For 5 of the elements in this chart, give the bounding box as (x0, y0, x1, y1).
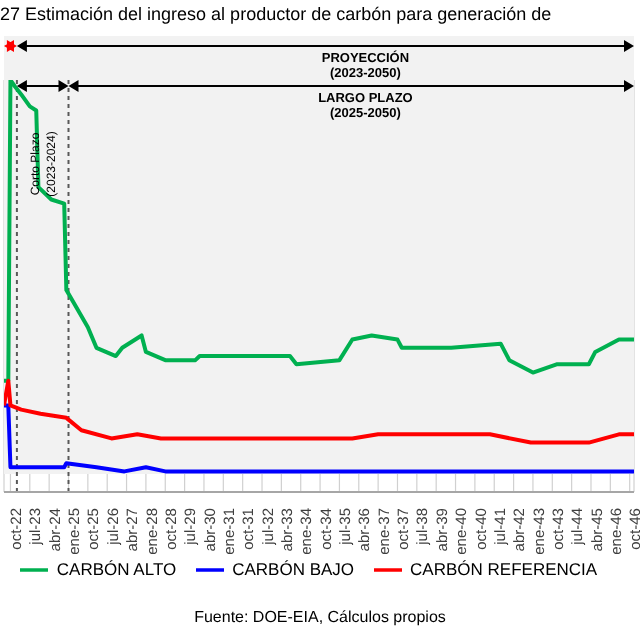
legend-label: CARBÓN BAJO (232, 558, 355, 579)
chart-title: 27 Estimación del ingreso al productor de carbón para generación de (0, 4, 554, 24)
legend-label: CARBÓN ALTO (56, 558, 177, 579)
legend-label: CARBÓN REFERENCIA (410, 558, 598, 579)
source-note: Fuente: DOE-EIA, Cálculos propios (192, 608, 448, 626)
